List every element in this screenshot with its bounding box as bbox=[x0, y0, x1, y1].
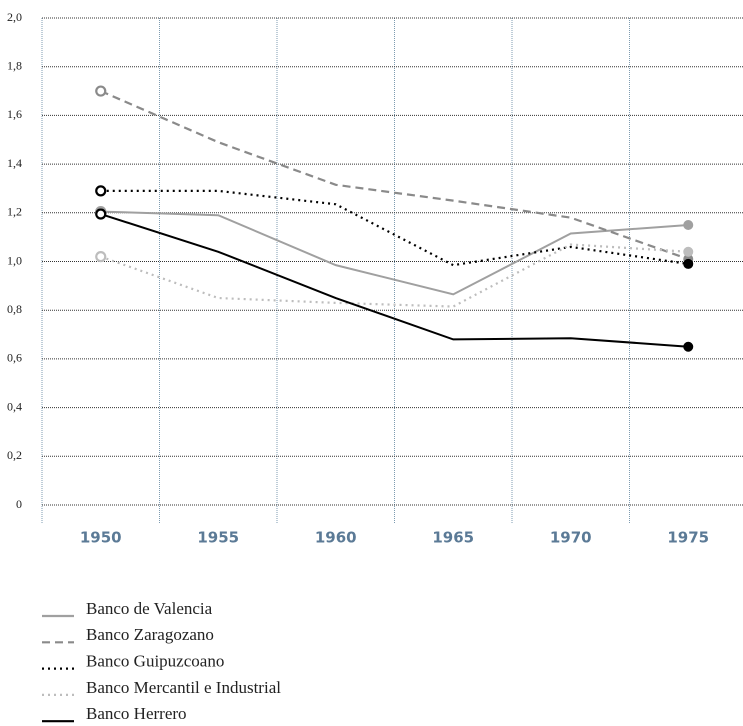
y-tick-label: 1,0 bbox=[7, 253, 22, 267]
end-marker bbox=[683, 258, 694, 269]
x-tick-label: 1950 bbox=[80, 529, 122, 547]
y-tick-label: 1,6 bbox=[7, 107, 22, 121]
x-tick-label: 1960 bbox=[315, 529, 357, 547]
y-tick-label: 1,2 bbox=[7, 205, 22, 219]
end-marker bbox=[683, 341, 694, 352]
y-tick-label: 0,8 bbox=[7, 302, 22, 316]
y-tick-label: 0,4 bbox=[7, 399, 22, 413]
start-marker bbox=[95, 208, 107, 220]
y-tick-label: 1,8 bbox=[7, 58, 22, 72]
series-line bbox=[100, 243, 689, 308]
start-marker bbox=[95, 85, 107, 97]
series-line bbox=[100, 213, 689, 348]
legend-label: Banco Zaragozano bbox=[86, 625, 214, 644]
legend-label: Banco Herrero bbox=[86, 704, 187, 723]
end-marker bbox=[683, 246, 694, 257]
y-tick-label: 0,2 bbox=[7, 448, 22, 462]
x-tick-label: 1975 bbox=[667, 529, 709, 547]
legend-label: Banco Mercantil e Industrial bbox=[86, 678, 281, 697]
y-tick-label: 1,4 bbox=[7, 156, 22, 170]
x-tick-label: 1955 bbox=[197, 529, 239, 547]
x-tick-label: 1970 bbox=[550, 529, 592, 547]
y-tick-label: 0,6 bbox=[7, 351, 22, 365]
y-tick-label: 0 bbox=[16, 497, 22, 511]
series-line bbox=[100, 210, 689, 296]
series-line bbox=[100, 90, 689, 261]
series-line bbox=[100, 189, 689, 267]
start-marker bbox=[95, 251, 107, 263]
x-tick-label: 1965 bbox=[432, 529, 474, 547]
start-marker bbox=[95, 185, 107, 197]
legend-label: Banco Guipuzcoano bbox=[86, 652, 224, 671]
legend-label: Banco de Valencia bbox=[86, 599, 213, 618]
end-marker bbox=[683, 219, 694, 230]
y-tick-label: 2,0 bbox=[7, 10, 22, 24]
